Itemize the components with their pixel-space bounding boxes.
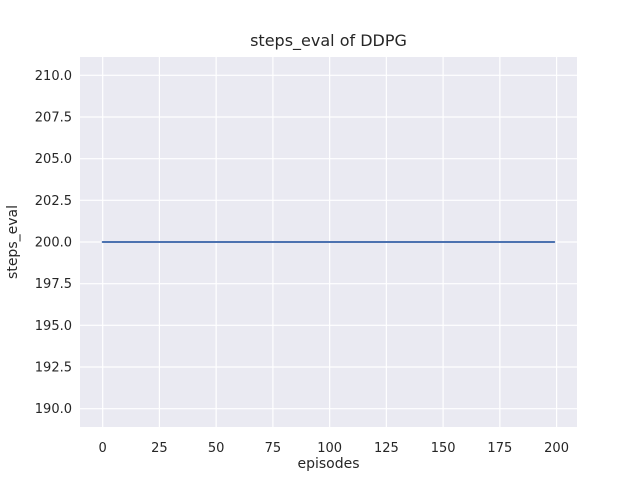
x-tick-label: 75 xyxy=(265,441,282,456)
y-tick-label: 202.5 xyxy=(35,194,72,209)
y-tick-label: 207.5 xyxy=(35,111,72,126)
x-axis-label: episodes xyxy=(297,456,359,472)
y-tick-label: 195.0 xyxy=(35,319,72,334)
y-tick-label: 197.5 xyxy=(35,277,72,292)
chart-title: steps_eval of DDPG xyxy=(250,31,407,51)
x-tick-label: 200 xyxy=(544,441,569,456)
x-tick-label: 0 xyxy=(99,441,107,456)
y-tick-label: 190.0 xyxy=(35,402,72,417)
y-axis-label: steps_eval xyxy=(5,205,21,279)
x-tick-label: 50 xyxy=(208,441,225,456)
x-tick-label: 125 xyxy=(374,441,399,456)
x-tick-label: 25 xyxy=(151,441,168,456)
x-tick-label: 100 xyxy=(317,441,342,456)
x-tick-label: 175 xyxy=(487,441,512,456)
x-tick-label: 150 xyxy=(431,441,456,456)
y-tick-label: 210.0 xyxy=(35,69,72,84)
y-tick-label: 200.0 xyxy=(35,236,72,251)
y-tick-label: 205.0 xyxy=(35,152,72,167)
y-tick-label: 192.5 xyxy=(35,361,72,376)
